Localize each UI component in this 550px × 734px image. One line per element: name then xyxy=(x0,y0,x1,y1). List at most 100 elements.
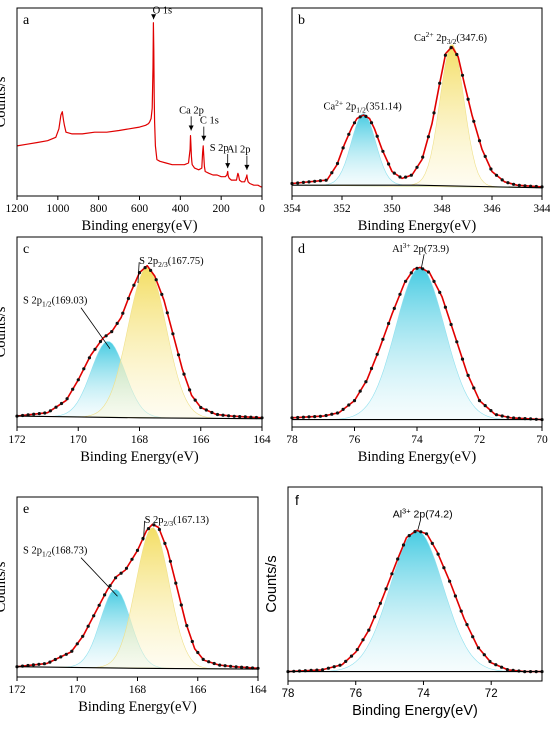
data-point xyxy=(154,278,158,282)
data-point xyxy=(108,584,112,588)
annotation-part: 1/2 xyxy=(42,550,52,559)
panel-label: f xyxy=(295,492,299,508)
data-point xyxy=(119,571,123,575)
background-line xyxy=(16,666,259,670)
data-point xyxy=(387,321,391,326)
y-axis-label: Counts/s xyxy=(0,306,9,357)
annotation-arrowhead xyxy=(151,14,157,20)
annotation-part: (347.6) xyxy=(456,33,487,44)
data-point xyxy=(432,111,436,115)
data-point xyxy=(472,119,476,123)
x-axis-label: Binding Energy(eV) xyxy=(358,218,477,234)
data-point xyxy=(361,638,365,642)
x-axis-label: Binding energy(eV) xyxy=(81,218,197,234)
annotation-part: S 2p xyxy=(145,515,164,526)
data-point xyxy=(477,139,482,143)
annotation-part: (168.73) xyxy=(52,546,88,557)
data-point xyxy=(207,660,211,664)
data-point xyxy=(466,97,470,101)
x-tick-label: 170 xyxy=(69,684,87,696)
annotation-part: 2+ xyxy=(335,99,343,108)
peak-annotation: Ca 2p xyxy=(179,105,204,116)
data-point xyxy=(517,183,521,187)
background-line xyxy=(292,184,543,189)
annotation-part: Ca xyxy=(414,33,426,44)
data-point xyxy=(500,414,504,418)
x-tick-label: 1000 xyxy=(46,203,69,215)
peak-annotation: S 2p xyxy=(210,143,229,154)
data-point xyxy=(321,668,325,672)
data-point xyxy=(76,378,80,382)
data-point xyxy=(59,655,63,659)
panel-label: d xyxy=(298,242,305,257)
annotation-part: 3+ xyxy=(403,241,411,250)
data-point xyxy=(104,334,108,338)
data-point xyxy=(132,283,136,287)
data-point xyxy=(358,115,362,119)
data-point xyxy=(143,266,147,270)
data-point xyxy=(476,646,481,650)
data-point xyxy=(103,593,107,597)
plot-frame xyxy=(291,7,543,197)
x-tick-label: 352 xyxy=(333,203,351,215)
data-point xyxy=(430,541,434,546)
data-point xyxy=(465,623,469,627)
x-axis-label: Binding Energy(eV) xyxy=(78,699,197,715)
data-point xyxy=(126,296,130,301)
data-point xyxy=(369,121,374,125)
peak-annotation: Ca2+ 2p3/2(347.6) xyxy=(414,30,487,46)
data-point xyxy=(347,132,351,136)
x-tick-label: 78 xyxy=(286,434,298,446)
x-tick-label: 166 xyxy=(192,434,210,446)
data-point xyxy=(313,415,317,419)
data-point xyxy=(344,659,348,664)
data-point xyxy=(215,412,220,417)
data-point xyxy=(115,321,119,325)
annotation-part: (167.13) xyxy=(173,515,209,526)
data-point xyxy=(32,412,36,416)
data-point xyxy=(494,413,499,417)
data-point xyxy=(421,155,425,159)
data-point xyxy=(70,649,74,653)
data-point xyxy=(413,530,417,534)
data-point xyxy=(152,523,156,527)
data-point xyxy=(296,181,300,185)
data-point xyxy=(48,409,53,413)
data-point xyxy=(223,664,227,668)
data-point xyxy=(392,306,396,310)
peak-annotation: S 2p1/2(169.03) xyxy=(23,296,88,309)
data-point xyxy=(229,664,233,668)
annotation-arrow xyxy=(80,307,111,349)
data-point xyxy=(424,532,429,536)
peak-annotation: S 2p2/3(167.13) xyxy=(145,515,210,528)
data-point xyxy=(92,614,96,618)
x-tick-label: 164 xyxy=(249,684,267,696)
annotation-arrowhead xyxy=(188,125,194,131)
panel-d: 78 76 74 72 70 Binding Energy(eV) d Al3+ 2p(73.… xyxy=(286,236,548,465)
panel-a: 1200 1000 800 600 400 200 0 Binding energy(eV) C… xyxy=(0,5,265,234)
data-point xyxy=(149,268,153,272)
y-axis-label: Counts/s xyxy=(264,555,280,612)
data-point xyxy=(488,659,492,664)
annotation-part: 2/3 xyxy=(164,519,174,528)
data-point xyxy=(364,114,368,118)
data-point xyxy=(301,415,305,419)
data-point xyxy=(448,579,452,583)
annotation-arrow xyxy=(137,262,140,284)
peak-fill-1 xyxy=(292,267,542,420)
data-point xyxy=(494,663,498,667)
data-point xyxy=(157,527,161,532)
data-point xyxy=(65,397,69,401)
peak-fill-2 xyxy=(16,267,263,419)
annotation-part: 2p xyxy=(411,508,426,520)
data-point xyxy=(432,279,436,283)
data-point xyxy=(349,654,354,658)
data-point xyxy=(421,267,425,271)
annotation-part: 2+ xyxy=(426,30,434,39)
data-point xyxy=(238,415,242,419)
data-point xyxy=(341,146,345,150)
annotation-part: Ca xyxy=(324,102,336,113)
data-point xyxy=(185,624,189,628)
data-point xyxy=(98,339,103,344)
data-point xyxy=(330,171,334,175)
